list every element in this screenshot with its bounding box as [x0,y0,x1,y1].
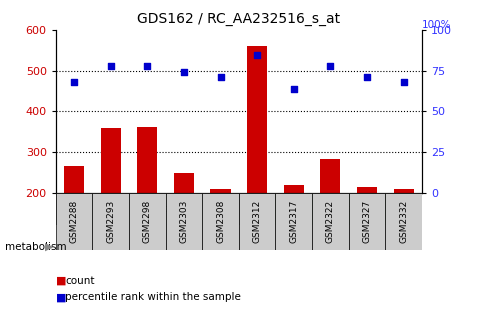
Bar [312,193,348,250]
Bar [56,193,92,250]
Point [363,75,370,80]
Text: percentile rank within the sample: percentile rank within the sample [65,292,241,302]
Point [399,80,407,85]
Point [253,52,260,57]
Text: GSM2288: GSM2288 [69,200,78,243]
Bar [202,193,239,250]
Bar [129,193,166,250]
Bar [239,193,275,250]
Text: GSM2327: GSM2327 [362,200,371,243]
Bar [393,190,413,193]
Text: GSM2298: GSM2298 [142,200,151,243]
Point [180,70,187,75]
Title: GDS162 / RC_AA232516_s_at: GDS162 / RC_AA232516_s_at [137,12,340,27]
Point [216,75,224,80]
Bar [356,187,377,193]
Text: metabolism: metabolism [5,242,66,252]
Text: GSM2332: GSM2332 [398,200,408,243]
Point [70,80,78,85]
Bar [319,159,340,193]
Bar [348,193,385,250]
Point [143,63,151,69]
Point [289,86,297,91]
Text: insulin sensitive: insulin sensitive [285,204,375,214]
Bar [210,188,230,193]
Text: insulin resistant: insulin resistant [103,204,191,214]
Bar [64,166,84,193]
Bar [56,193,239,225]
Bar [283,185,303,193]
Text: GSM2322: GSM2322 [325,200,334,243]
Bar [384,193,421,250]
Point [106,63,114,69]
Text: GSM2308: GSM2308 [215,200,225,243]
Text: count: count [65,276,95,286]
Text: ■: ■ [56,292,66,302]
Text: GSM2303: GSM2303 [179,200,188,243]
Bar [137,127,157,193]
Text: GSM2312: GSM2312 [252,200,261,243]
Bar [100,128,121,193]
Text: 100%: 100% [421,20,451,30]
Point [326,63,333,69]
Bar [166,193,202,250]
Bar [92,193,129,250]
Text: GSM2293: GSM2293 [106,200,115,243]
Text: ■: ■ [56,276,66,286]
Bar [173,173,194,193]
Text: ▶: ▶ [45,242,53,252]
Bar [275,193,312,250]
Bar [246,46,267,193]
Bar [239,193,421,225]
Text: GSM2317: GSM2317 [288,200,298,243]
